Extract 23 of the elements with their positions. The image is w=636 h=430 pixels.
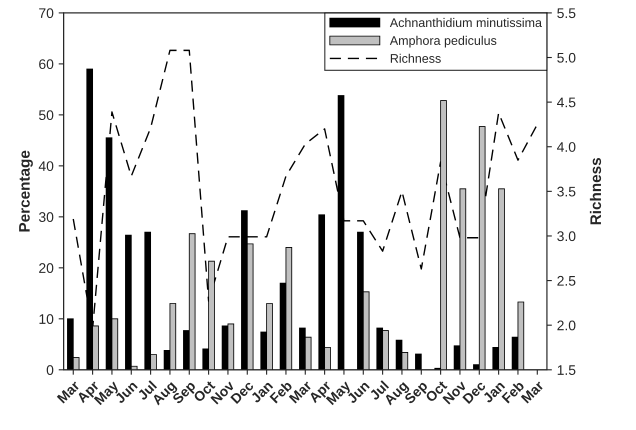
y-tick-label: 50 [38,110,54,120]
y-tick-label: 30 [38,212,54,222]
y2-axis-title: Richness [590,158,602,224]
y-tick-label: 0 [46,365,54,375]
y2-tick-label: 2.5 [557,276,576,286]
legend-label: Achnanthidium minutissima [390,18,542,28]
legend-label: Richness [390,54,441,63]
y-tick-label: 60 [39,59,54,70]
legend-label: Amphora pediculus [390,36,496,48]
y-tick-label: 70 [39,8,54,18]
y2-tick-label: 5.5 [557,8,576,18]
y2-tick-label: 2.0 [557,320,576,330]
y-axis-title: Percentage [19,150,33,232]
y2-tick-label: 3.5 [557,186,576,197]
x-tick-label: Mar [520,380,544,404]
y-tick-label: 20 [39,263,54,273]
y2-tick-label: 1.5 [558,365,576,375]
y2-tick-label: 5.0 [557,52,576,63]
y-tick-label: 40 [38,161,54,172]
y2-tick-label: 3.0 [557,231,576,242]
y2-tick-label: 4.0 [557,142,576,152]
y2-tick-label: 4.5 [557,98,576,108]
y-tick-label: 10 [39,314,54,324]
